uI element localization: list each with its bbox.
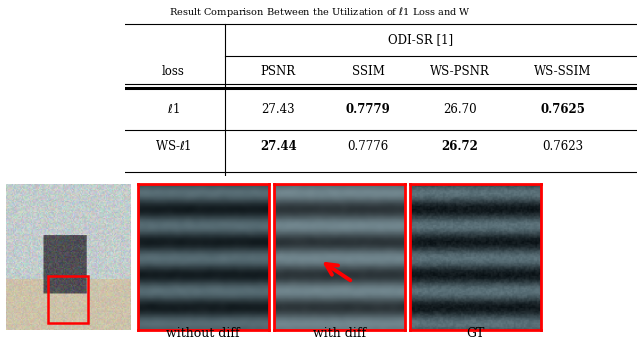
Text: PSNR: PSNR xyxy=(261,65,296,78)
Text: WS-$\it{\ell}$1: WS-$\it{\ell}$1 xyxy=(155,139,192,153)
Text: 27.44: 27.44 xyxy=(260,140,297,153)
Bar xyxy=(47,276,88,323)
Text: 27.43: 27.43 xyxy=(262,102,295,115)
Text: WS-SSIM: WS-SSIM xyxy=(534,65,591,78)
Text: 0.7625: 0.7625 xyxy=(540,102,585,115)
Text: $\it{\ell}$1: $\it{\ell}$1 xyxy=(167,102,180,116)
Text: 26.72: 26.72 xyxy=(442,140,479,153)
Text: 0.7779: 0.7779 xyxy=(346,102,390,115)
Text: 26.70: 26.70 xyxy=(444,102,477,115)
Text: with diff: with diff xyxy=(313,327,366,340)
Text: loss: loss xyxy=(162,65,185,78)
Text: GT: GT xyxy=(467,327,485,340)
Text: 0.7623: 0.7623 xyxy=(542,140,583,153)
Text: ODI-SR [1]: ODI-SR [1] xyxy=(388,33,453,46)
Text: 0.7776: 0.7776 xyxy=(348,140,388,153)
Text: WS-PSNR: WS-PSNR xyxy=(430,65,490,78)
Text: without diff: without diff xyxy=(166,327,240,340)
Text: Result Comparison Between the Utilization of $\ell$1 Loss and W: Result Comparison Between the Utilizatio… xyxy=(169,5,471,19)
Text: SSIM: SSIM xyxy=(351,65,385,78)
